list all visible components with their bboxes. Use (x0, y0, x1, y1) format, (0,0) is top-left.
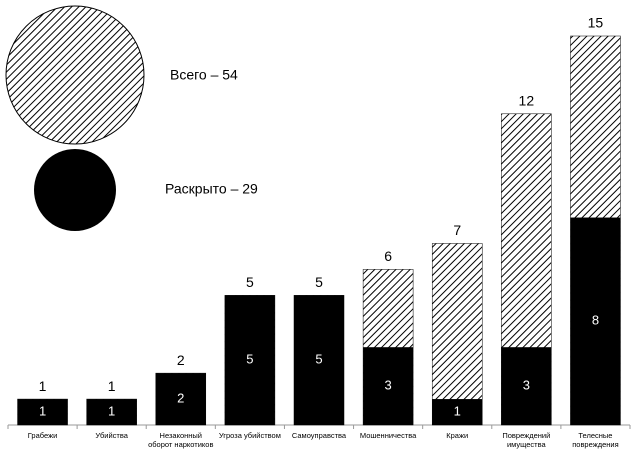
x-tick-label: Угроза убийством (218, 431, 281, 440)
x-tick-label: Грабежи (27, 431, 58, 440)
value-label: 5 (246, 352, 253, 367)
value-label: 3 (384, 378, 391, 393)
x-tick-label: Убийства (95, 431, 128, 440)
value-label: 7 (453, 222, 461, 238)
x-tick-label: Незаконный оборот наркотиков (148, 431, 214, 449)
bar (155, 373, 206, 425)
legend-label: Всего – 54 (170, 67, 238, 83)
bar (363, 347, 414, 425)
value-label: 1 (39, 403, 46, 418)
value-label: 1 (454, 403, 461, 418)
value-label: 5 (315, 274, 323, 290)
bar (17, 399, 68, 425)
legend-marker (34, 149, 116, 231)
bar (86, 399, 137, 425)
x-tick-label: Повреждений имущества (502, 431, 551, 449)
bar (294, 295, 344, 425)
value-label: 1 (39, 378, 47, 394)
value-label: 6 (384, 248, 392, 264)
value-label: 1 (108, 403, 115, 418)
value-label: 12 (519, 93, 535, 109)
value-label: 5 (315, 352, 322, 367)
x-tick-label: Кражи (446, 431, 469, 440)
legend-label: Раскрыто – 29 (165, 181, 258, 197)
value-label: 8 (592, 313, 599, 328)
value-label: 15 (588, 15, 604, 31)
value-label: 3 (523, 378, 530, 393)
legend-marker (5, 5, 145, 145)
bar (224, 295, 275, 425)
value-label: 2 (177, 352, 185, 368)
value-label: 5 (246, 274, 254, 290)
value-label: 2 (177, 391, 184, 406)
value-label: 1 (108, 378, 116, 394)
x-tick-label: Самоуправства (291, 431, 347, 440)
bar (432, 399, 483, 425)
bar (570, 217, 621, 425)
bar (501, 347, 552, 425)
bar (431, 243, 483, 426)
x-tick-label: Мошенничества (359, 431, 417, 440)
x-tick-label: Телесные повреждения (572, 431, 619, 449)
